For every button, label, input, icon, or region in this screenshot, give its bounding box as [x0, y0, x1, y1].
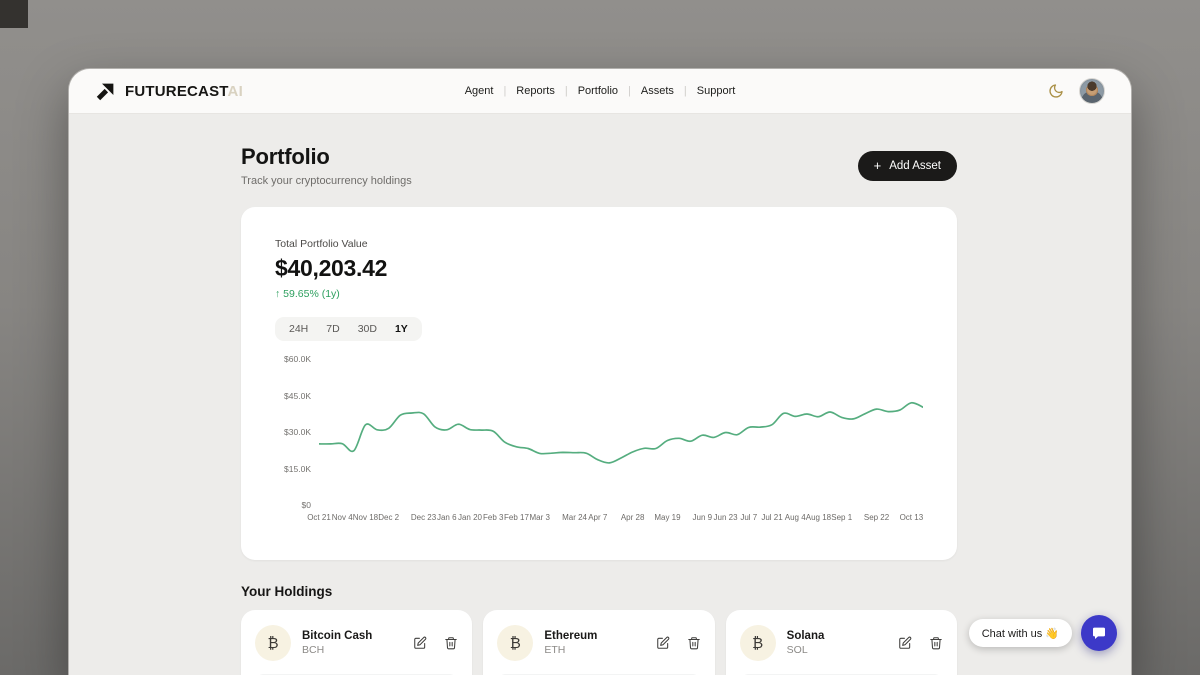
page-title: Portfolio [241, 144, 330, 169]
coin-symbol: BCH [302, 644, 325, 656]
plus-icon: + [873, 158, 882, 173]
nav-item-assets[interactable]: Assets [640, 85, 674, 97]
nav-item-reports[interactable]: Reports [516, 85, 555, 97]
x-axis-tick: Mar 24 [562, 513, 587, 522]
x-axis-tick: Feb 17 [504, 513, 529, 522]
coin-icon: ₿ [255, 625, 291, 661]
coin-icon: ₿ [739, 625, 776, 661]
x-axis-tick: Aug 18 [805, 513, 832, 522]
chart-x-axis: Oct 21 Nov 4 Nov 18 Dec 2 Dec 23 Jan 6 Jan 20 F… [307, 510, 924, 528]
edit-icon[interactable] [898, 636, 912, 650]
coin-symbol: SOL [786, 644, 808, 656]
y-axis-tick: $30.0K [284, 427, 311, 437]
logo-arrow-icon [96, 83, 114, 100]
y-axis-tick: $15.0K [284, 463, 311, 474]
nav-item-portfolio[interactable]: Portfolio [577, 85, 619, 97]
nav-separator: | [503, 85, 507, 97]
delete-icon[interactable] [929, 636, 943, 650]
main-content: Portfolio Track your cryptocurrency hold… [69, 114, 1131, 675]
nav-separator: | [564, 85, 568, 97]
page-header: Portfolio Track your cryptocurrency hold… [241, 144, 957, 187]
holding-card-sol: ₿ Solana SOL AI Score: -1 (Slightly Bear… [725, 610, 957, 675]
nav-item-support[interactable]: Support [696, 85, 736, 97]
x-axis-tick: Dec 23 [410, 513, 437, 522]
portfolio-change: ↑ 59.65% (1y) [275, 288, 340, 300]
nav-item-agent[interactable]: Agent [464, 85, 494, 97]
coin-name: Bitcoin Cash [302, 630, 373, 642]
chat-fab-button[interactable] [1081, 615, 1117, 651]
x-axis-tick: Feb 3 [482, 513, 504, 522]
logo-suffix: AI [227, 82, 243, 100]
edit-icon[interactable] [413, 636, 427, 650]
portfolio-line-chart [319, 359, 923, 505]
chart-plot-area [319, 359, 923, 505]
logo-text: FUTURECASTAI [125, 82, 243, 100]
delete-icon[interactable] [444, 636, 458, 650]
x-axis-tick: Apr 7 [588, 513, 608, 522]
main-nav: Agent | Reports | Portfolio | Assets | S… [455, 81, 746, 101]
x-axis-tick: Jul 21 [761, 513, 783, 522]
y-axis-tick: $45.0K [284, 390, 311, 401]
x-axis-tick: Oct 13 [899, 513, 924, 522]
portfolio-chart: $60.0K $45.0K $30.0K $15.0K $0 Oct 21 Nov 4 No… [275, 354, 924, 528]
app-window: FUTURECASTAI Agent | Reports | Portfolio… [68, 68, 1132, 675]
logo[interactable]: FUTURECASTAI [95, 81, 243, 102]
add-asset-label: Add Asset [889, 159, 941, 172]
x-axis-tick: Aug 4 [784, 513, 806, 522]
x-axis-tick: May 19 [654, 513, 681, 522]
x-axis-tick: Jul 7 [740, 513, 758, 522]
page-subtitle: Track your cryptocurrency holdings [241, 175, 412, 187]
x-axis-tick: Sep 1 [831, 513, 853, 522]
coin-symbol: ETH [544, 644, 566, 656]
x-axis-tick: Apr 28 [620, 513, 645, 522]
dark-mode-moon-icon[interactable] [1048, 83, 1064, 99]
appbar-right [1048, 78, 1105, 104]
portfolio-value-card: Total Portfolio Value $40,203.42 ↑ 59.65… [241, 207, 957, 560]
screen-corner-artifact [0, 0, 28, 28]
edit-icon[interactable] [656, 636, 670, 650]
x-axis-tick: Jun 23 [713, 513, 738, 522]
holding-card-bch: ₿ Bitcoin Cash BCH AI Score: -1 (Slightl… [241, 610, 473, 675]
nav-separator: | [628, 85, 631, 97]
x-axis-tick: Nov 4 [331, 513, 353, 522]
coin-icon: ₿ [497, 625, 534, 661]
chat-widget: Chat with us 👋 [968, 615, 1117, 651]
add-asset-button[interactable]: + Add Asset [857, 150, 957, 181]
nav-separator: | [683, 85, 687, 97]
x-axis-tick: Jan 20 [457, 513, 483, 522]
x-axis-tick: Sep 22 [863, 513, 890, 522]
delete-icon[interactable] [687, 636, 701, 650]
total-portfolio-value: $40,203.42 [275, 255, 388, 281]
coin-name: Ethereum [544, 630, 598, 642]
x-axis-tick: Oct 21 [307, 513, 331, 522]
range-tab-24h[interactable]: 24H [289, 323, 309, 335]
x-axis-tick: Dec 2 [378, 513, 400, 522]
x-axis-tick: Mar 3 [529, 513, 550, 522]
total-portfolio-value-label: Total Portfolio Value [275, 238, 368, 250]
x-axis-tick: Jan 6 [436, 513, 457, 522]
range-tab-7d[interactable]: 7D [326, 323, 340, 335]
holdings-section-title: Your Holdings [241, 584, 333, 599]
range-tab-1y[interactable]: 1Y [394, 323, 408, 335]
y-axis-tick: $0 [301, 500, 311, 510]
user-avatar[interactable] [1079, 78, 1105, 104]
app-bar: FUTURECASTAI Agent | Reports | Portfolio… [69, 69, 1131, 114]
y-axis-tick: $60.0K [284, 354, 311, 364]
chat-with-us-button[interactable]: Chat with us 👋 [968, 619, 1072, 647]
coin-name: Solana [786, 630, 825, 642]
x-axis-tick: Jun 9 [692, 513, 713, 522]
range-tab-30d[interactable]: 30D [357, 323, 377, 335]
holding-card-eth: ₿ Ethereum ETH AI Score: -4 (Slightly Be… [483, 610, 715, 675]
time-range-tabs: 24H 7D 30D 1Y [275, 317, 422, 341]
chat-bubble-icon [1093, 627, 1105, 639]
x-axis-tick: Nov 18 [352, 513, 379, 522]
holdings-cards: ₿ Bitcoin Cash BCH AI Score: -1 (Slightl… [241, 610, 957, 675]
chart-y-axis: $60.0K $45.0K $30.0K $15.0K $0 [275, 354, 319, 510]
